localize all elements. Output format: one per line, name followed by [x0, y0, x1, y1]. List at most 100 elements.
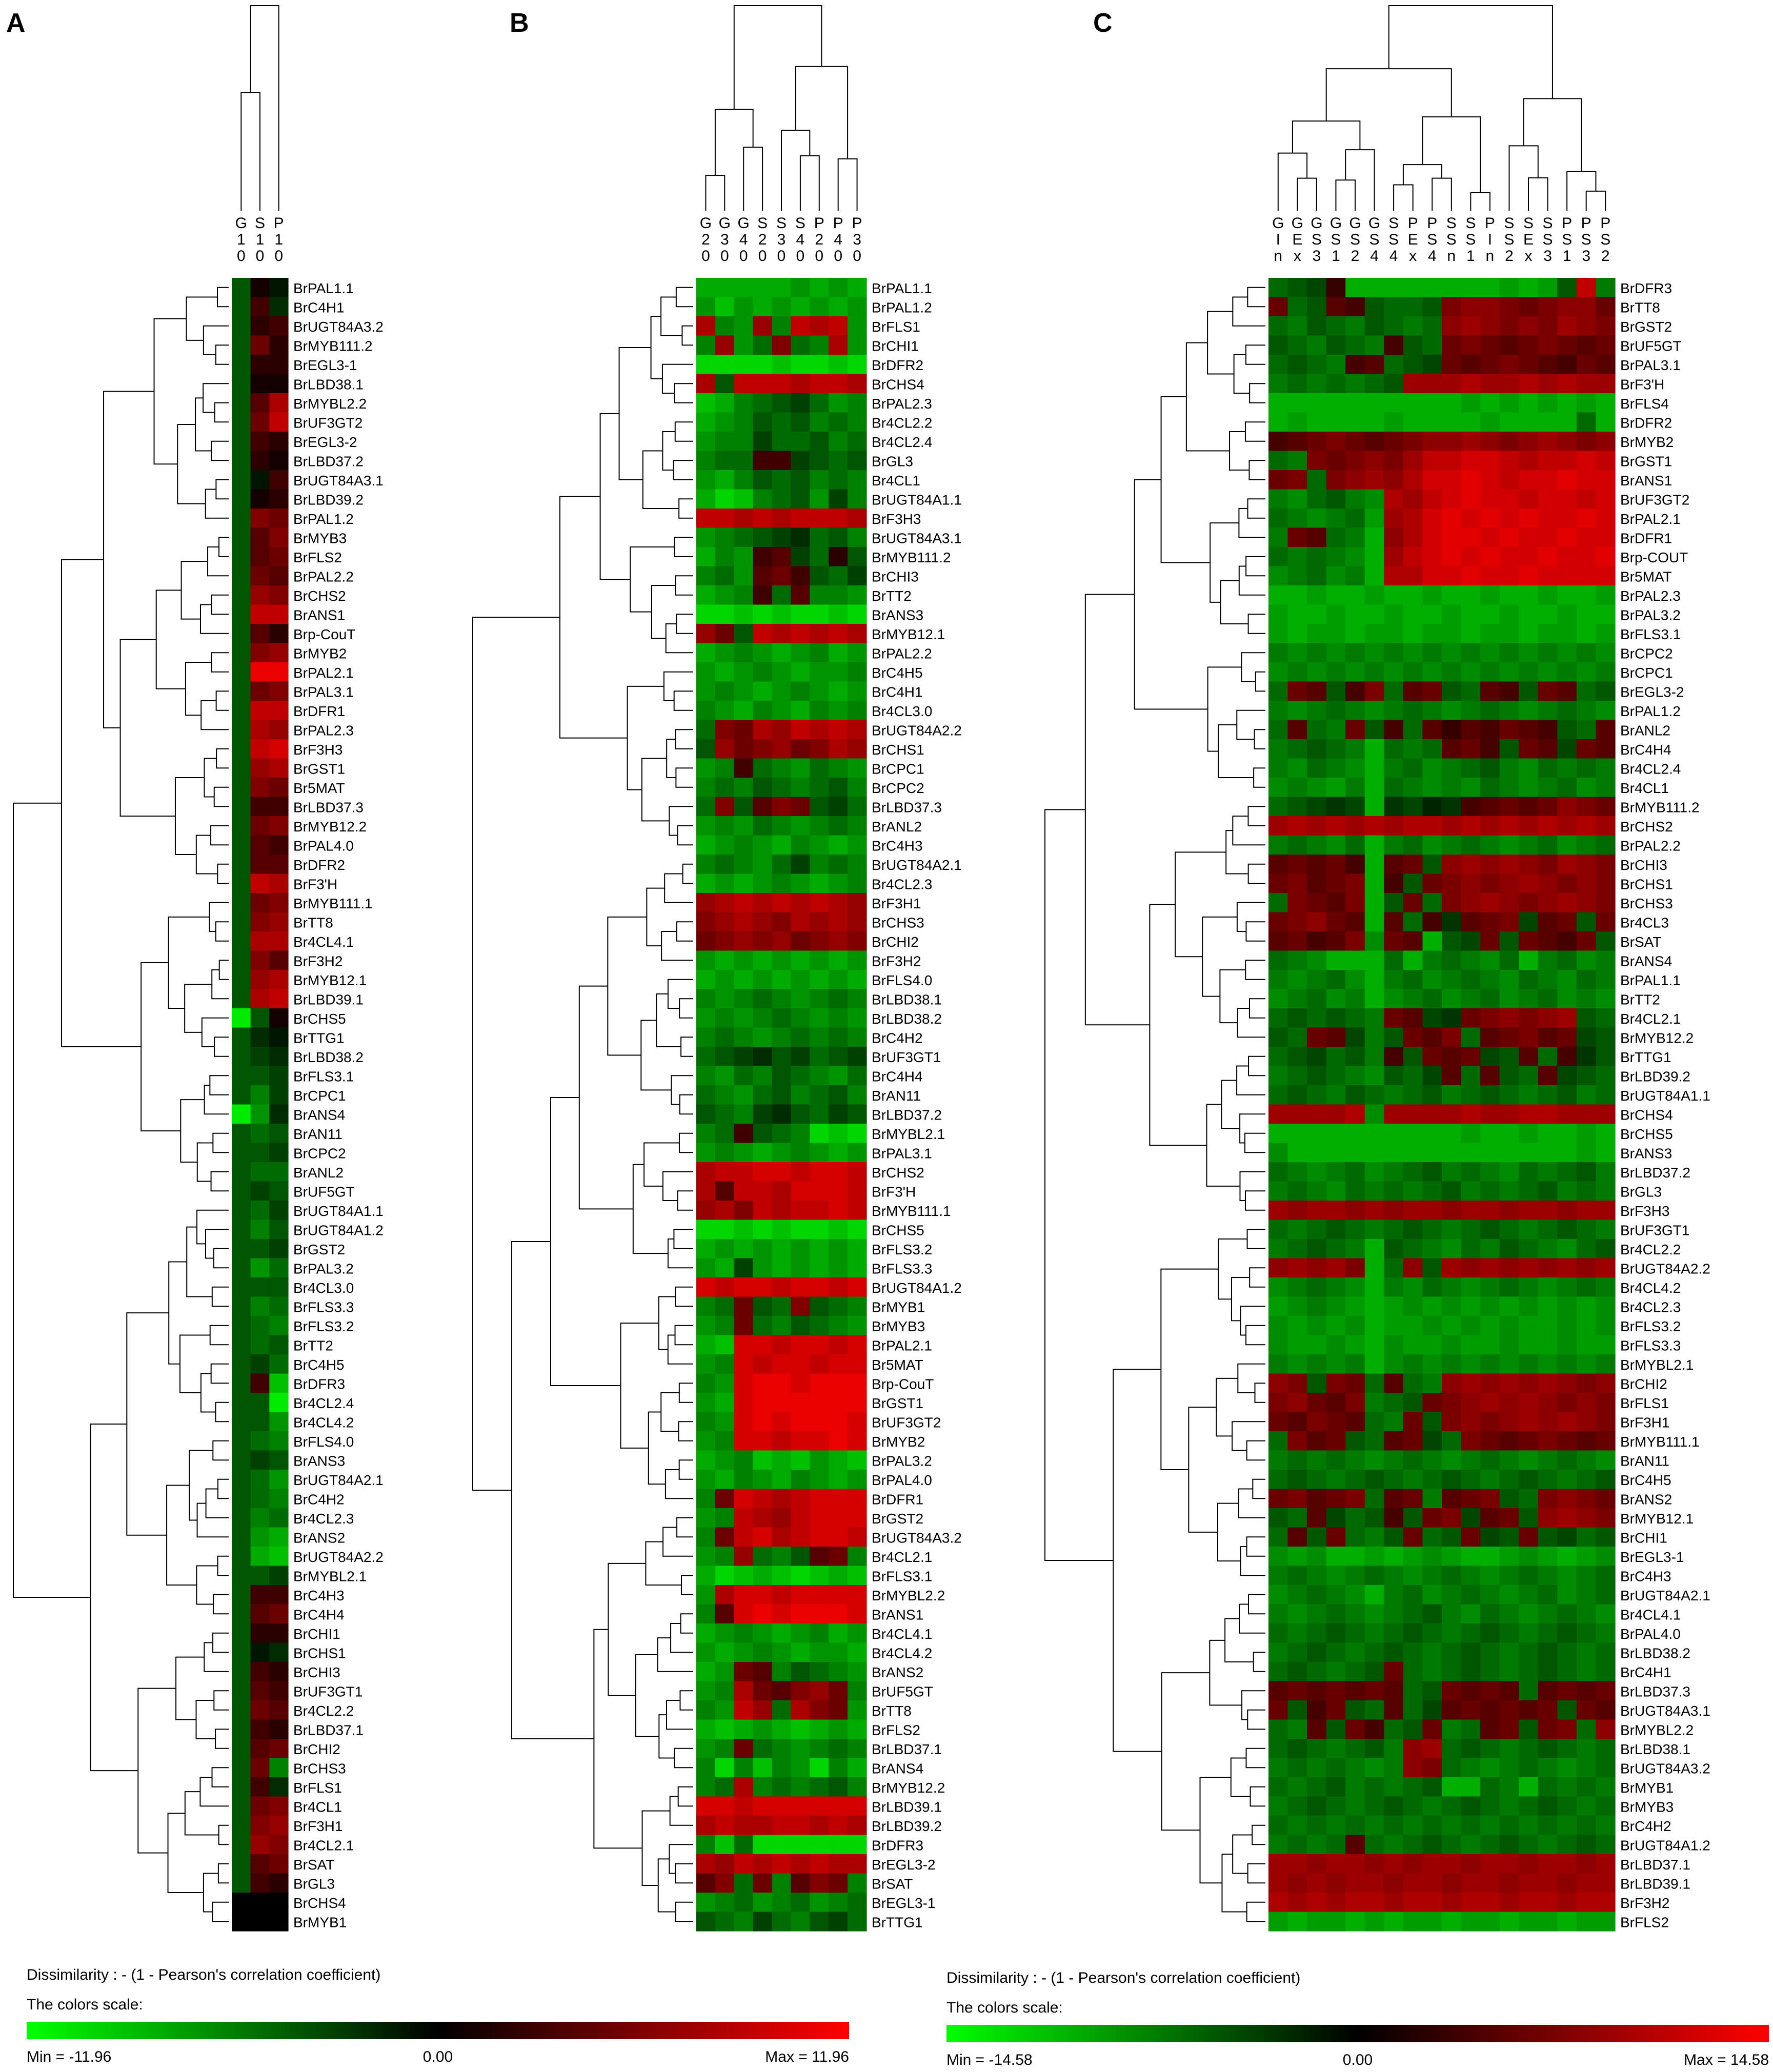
heatmap-cell — [1480, 1662, 1500, 1682]
heatmap-cell — [1557, 547, 1577, 567]
row-label: BrUGT84A2.1 — [1620, 1588, 1710, 1603]
heatmap-cell — [848, 1181, 867, 1201]
heatmap-cell — [715, 1527, 735, 1547]
heatmap-cell — [1307, 893, 1327, 913]
heatmap-cell — [1345, 1816, 1365, 1836]
heatmap-cell — [1307, 1604, 1327, 1624]
heatmap-cell — [791, 701, 810, 721]
heatmap-cell — [829, 1008, 848, 1028]
heatmap-cell — [696, 1893, 716, 1913]
heatmap-cell — [269, 489, 289, 509]
heatmap-cell — [1557, 1527, 1577, 1547]
heatmap-cell — [1576, 1258, 1597, 1278]
heatmap-cell — [1557, 1758, 1577, 1778]
heatmap-cell — [791, 547, 810, 567]
heatmap-cell — [848, 1316, 867, 1336]
heatmap-cell — [250, 374, 270, 394]
heatmap-cell — [734, 335, 754, 355]
heatmap-cell — [1403, 1047, 1423, 1067]
heatmap-cell — [829, 1816, 848, 1836]
heatmap-cell — [1596, 585, 1616, 605]
heatmap-cell — [715, 1604, 735, 1624]
heatmap-cell — [1576, 816, 1597, 836]
heatmap-cell — [772, 1296, 792, 1316]
heatmap-cell — [1576, 470, 1597, 490]
heatmap-cell — [734, 1642, 754, 1662]
heatmap-cell — [1326, 778, 1346, 798]
heatmap-cell — [810, 1700, 829, 1720]
heatmap-cell — [250, 470, 270, 490]
heatmap-cell — [715, 739, 735, 759]
heatmap-cell — [791, 1854, 810, 1874]
heatmap-cell — [1576, 893, 1597, 913]
row-label: BrMYB2 — [872, 1434, 925, 1450]
heatmap-cell — [715, 950, 735, 970]
heatmap-cell — [1345, 1316, 1365, 1336]
heatmap-cell — [1442, 1220, 1462, 1240]
heatmap-cell — [1442, 643, 1462, 663]
heatmap-cell — [1499, 547, 1519, 567]
heatmap-cell — [810, 316, 829, 336]
heatmap-cell — [848, 855, 867, 875]
heatmap-cell — [1557, 643, 1577, 663]
heatmap-cell — [1268, 1450, 1288, 1470]
heatmap-cell — [1364, 1316, 1384, 1336]
heatmap-cell — [810, 1470, 829, 1490]
heatmap-cell — [1326, 912, 1346, 932]
heatmap-cell — [696, 1104, 716, 1124]
row-label: BrFLS3.2 — [293, 1318, 354, 1334]
heatmap-cell — [1422, 1316, 1442, 1336]
heatmap-cell — [1403, 547, 1423, 567]
heatmap-cell — [1442, 1162, 1462, 1182]
heatmap-cell — [772, 1124, 792, 1144]
heatmap-cell — [1268, 720, 1288, 740]
row-label: BrAN11 — [293, 1126, 342, 1142]
heatmap-cell — [1307, 412, 1327, 432]
heatmap-cell — [269, 1566, 289, 1586]
row-label: BrMYB111.2 — [293, 338, 373, 354]
row-label: Br4CL2.4 — [872, 434, 932, 450]
heatmap-cell — [772, 1085, 792, 1105]
heatmap-cell — [1403, 1547, 1423, 1567]
heatmap-cell — [696, 1412, 716, 1432]
heatmap-cell — [810, 1816, 829, 1836]
heatmap-cell — [696, 1508, 716, 1528]
heatmap-cell — [791, 1777, 810, 1797]
row-label: Br4CL2.2 — [872, 415, 932, 431]
row-label: BrF3H2 — [872, 953, 921, 969]
heatmap-cell — [1576, 855, 1597, 875]
heatmap-cell — [1538, 1470, 1558, 1490]
heatmap-cell — [734, 604, 754, 624]
heatmap-cell — [1461, 1008, 1481, 1028]
row-label: BrUGT84A3.2 — [1620, 1761, 1710, 1777]
heatmap-cell — [269, 1201, 289, 1221]
heatmap-cell — [1403, 1489, 1423, 1509]
heatmap-cell — [715, 624, 735, 644]
heatmap-cell — [1345, 1893, 1365, 1913]
heatmap-cell — [1519, 489, 1539, 509]
row-label: Br4CL2.4 — [293, 1395, 354, 1411]
heatmap-cell — [1345, 1719, 1365, 1739]
heatmap-cell — [848, 1258, 867, 1278]
heatmap-cell — [1326, 1162, 1346, 1182]
heatmap-cell — [250, 662, 270, 682]
row-label: Br4CL2.4 — [1620, 761, 1681, 777]
heatmap-cell — [1287, 374, 1307, 394]
heatmap-cell — [1538, 989, 1558, 1009]
heatmap-cell — [1326, 950, 1346, 970]
heatmap-cell — [1480, 393, 1500, 413]
heatmap-cell — [696, 1335, 716, 1355]
heatmap-cell — [1326, 1201, 1346, 1221]
heatmap-cell — [772, 1623, 792, 1643]
heatmap-cell — [1596, 855, 1616, 875]
heatmap-cell — [810, 1335, 829, 1355]
heatmap-cell — [1422, 585, 1442, 605]
heatmap-cell — [1576, 1758, 1597, 1778]
heatmap-cell — [715, 604, 735, 624]
heatmap-cell — [1422, 835, 1442, 855]
heatmap-cell — [1557, 1066, 1577, 1086]
heatmap-cell — [1480, 316, 1500, 336]
heatmap-cell — [1442, 893, 1462, 913]
heatmap-cell — [1403, 893, 1423, 913]
